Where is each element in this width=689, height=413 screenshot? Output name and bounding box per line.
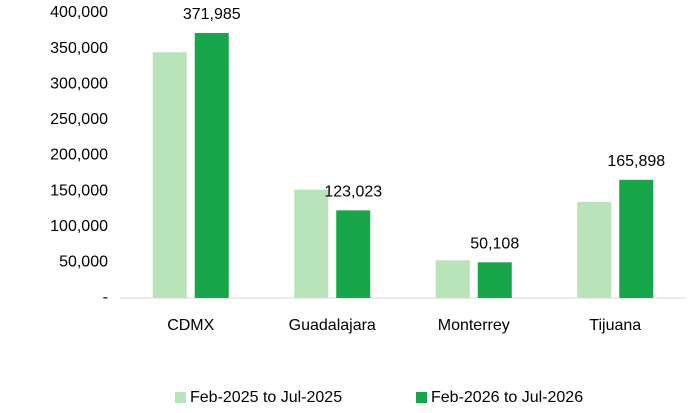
data-label: 123,023 (324, 184, 382, 201)
y-tick-label: 200,000 (50, 147, 108, 164)
y-tick-label: 100,000 (50, 218, 108, 235)
y-tick-label: 350,000 (50, 40, 108, 57)
legend-swatch (416, 392, 427, 403)
y-tick-label: 50,000 (59, 254, 108, 271)
bar (619, 179, 654, 298)
bar (477, 262, 512, 298)
bar (194, 32, 229, 298)
data-label: 371,985 (183, 6, 241, 23)
y-tick-label: 300,000 (50, 75, 108, 92)
bar (336, 210, 371, 298)
legend-label: Feb-2026 to Jul-2026 (431, 389, 583, 406)
legend-swatch (175, 392, 186, 403)
y-tick-label: 150,000 (50, 182, 108, 199)
x-tick-label: CDMX (167, 317, 214, 334)
bar (152, 52, 187, 298)
bar (577, 201, 612, 298)
legend-label: Feb-2025 to Jul-2025 (190, 389, 342, 406)
bar (435, 260, 470, 298)
y-tick-label: 250,000 (50, 111, 108, 128)
bar (294, 189, 329, 298)
y-tick-label: 400,000 (50, 4, 108, 21)
x-tick-label: Tijuana (589, 317, 641, 334)
data-label: 50,108 (470, 236, 519, 253)
data-label: 165,898 (607, 153, 665, 170)
y-tick-label: - (103, 289, 108, 306)
x-tick-label: Monterrey (438, 317, 510, 334)
x-tick-label: Guadalajara (289, 317, 376, 334)
